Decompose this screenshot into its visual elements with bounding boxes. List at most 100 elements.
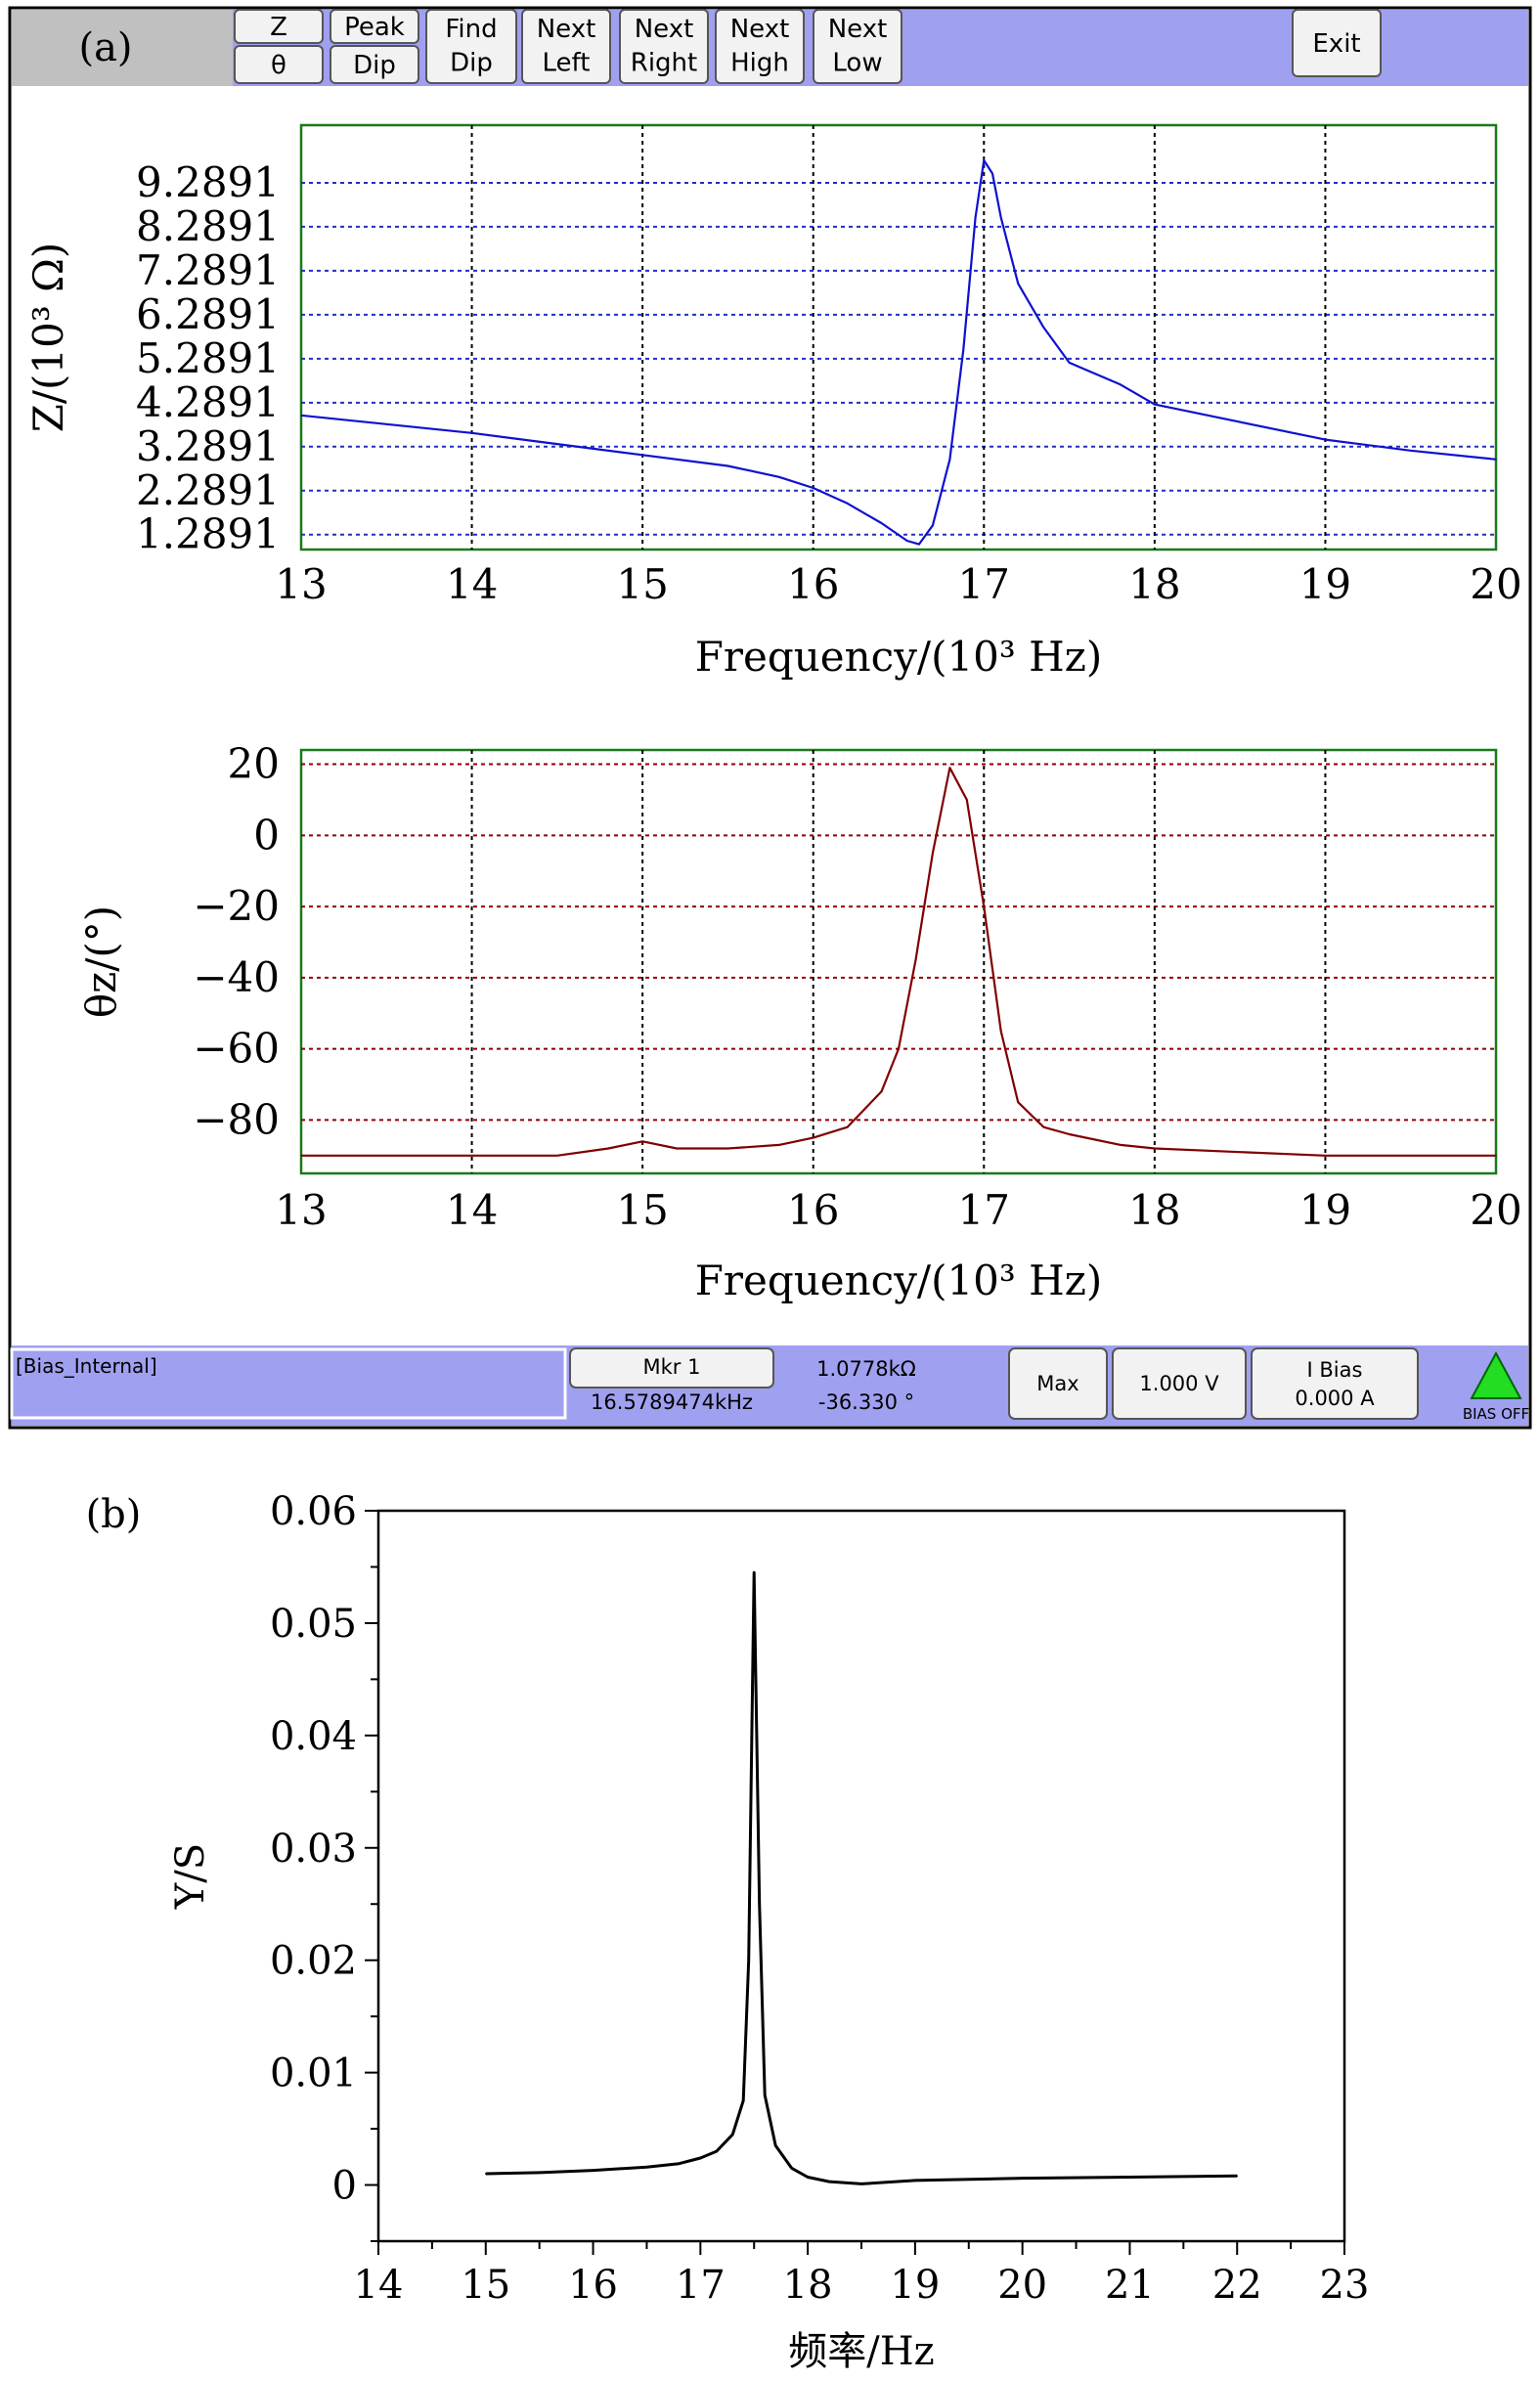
impedance-data-point xyxy=(1154,403,1156,406)
find-dip-button-label: Find xyxy=(445,15,497,44)
admittance-plot-area xyxy=(376,1509,1346,2243)
impedance-y-tick-label: 8.2891 xyxy=(136,202,280,250)
admittance-data-point xyxy=(678,2162,681,2165)
bias-off-label: BIAS OFF xyxy=(1463,1405,1529,1423)
phase-data-point xyxy=(385,1155,388,1157)
peak-button-face[interactable] xyxy=(330,9,419,44)
impedance-data-point xyxy=(880,522,883,524)
peak-button[interactable]: Peak xyxy=(330,9,419,44)
phase-y-tick-label: 20 xyxy=(228,740,280,788)
admittance-y-axis-label: Y/S xyxy=(168,1843,213,1910)
admittance-x-axis-label: 频率/Hz xyxy=(788,2329,934,2374)
impedance-data-point xyxy=(1042,327,1045,329)
admittance-x-tick-label: 19 xyxy=(890,2263,940,2308)
max-button[interactable] xyxy=(1008,1347,1108,1420)
dip-button[interactable]: Dip xyxy=(330,45,419,84)
marker-label: Mkr 1 xyxy=(643,1355,701,1379)
impedance-data-point xyxy=(726,464,729,467)
exit-button-face[interactable] xyxy=(1292,9,1382,77)
impedance-data-point xyxy=(991,172,993,175)
admittance-data-point xyxy=(807,2176,809,2179)
impedance-data-point xyxy=(1120,383,1122,386)
impedance-data-point xyxy=(948,459,951,461)
admittance-series-line xyxy=(485,1570,1238,2185)
admittance-data-point xyxy=(747,1959,750,1962)
impedance-data-point xyxy=(918,543,920,546)
impedance-y-tick-label: 6.2891 xyxy=(136,290,280,338)
next-low-button-label: Low xyxy=(832,48,882,77)
admittance-data-point xyxy=(1128,2176,1131,2179)
admittance-data-point xyxy=(731,2134,734,2136)
phase-x-tick-label: 20 xyxy=(1470,1186,1521,1234)
theta-button-face[interactable] xyxy=(234,45,324,84)
phase-y-tick-label: −80 xyxy=(193,1095,280,1143)
phase-chart: 13 14 15 16 17 18 19 20 20 0 −20 −40 −60 −80 Frequency… xyxy=(77,740,1522,1304)
admittance-data-point xyxy=(742,2099,745,2102)
panel-a-label: (a) xyxy=(78,25,132,70)
next-high-button[interactable]: Next High xyxy=(715,9,805,84)
phase-x-tick-label: 13 xyxy=(275,1186,327,1234)
next-left-button-face[interactable] xyxy=(521,9,611,84)
phase-x-tick-label: 18 xyxy=(1128,1186,1180,1234)
peak-button-label: Peak xyxy=(344,13,405,42)
impedance-data-point xyxy=(974,216,977,219)
phase-x-axis-label: Frequency/(10³ Hz) xyxy=(695,1257,1102,1304)
impedance-x-tick-label: 15 xyxy=(616,560,668,608)
next-right-button[interactable]: Next Right xyxy=(619,9,709,84)
impedance-data-point xyxy=(1324,438,1327,441)
admittance-x-tick-label: 20 xyxy=(997,2263,1047,2308)
phase-data-point xyxy=(880,1090,883,1093)
phase-plot-area xyxy=(299,748,1498,1175)
impedance-data-point xyxy=(385,423,388,425)
next-high-button-label: High xyxy=(730,48,789,77)
bias-button[interactable] xyxy=(1251,1347,1419,1420)
dip-button-face[interactable] xyxy=(330,45,419,84)
admittance-data-point xyxy=(716,2150,718,2152)
exit-button-label: Exit xyxy=(1312,29,1360,59)
z-button-face[interactable] xyxy=(234,9,324,44)
admittance-x-tick-label: 21 xyxy=(1105,2263,1155,2308)
impedance-data-point xyxy=(641,454,643,457)
next-left-button-label: Left xyxy=(543,48,591,77)
bias-field[interactable] xyxy=(10,1347,567,1420)
exit-button[interactable]: Exit xyxy=(1292,9,1382,77)
phase-data-point xyxy=(914,958,917,961)
voltage-button[interactable] xyxy=(1112,1347,1247,1420)
impedance-data-point xyxy=(1495,459,1497,461)
theta-button[interactable]: θ xyxy=(234,45,324,84)
admittance-data-point xyxy=(1021,2177,1024,2180)
marker-button[interactable] xyxy=(569,1347,774,1389)
impedance-plot-area xyxy=(299,123,1498,551)
next-left-button[interactable]: Next Left xyxy=(521,9,611,84)
z-button-label: Z xyxy=(270,13,287,42)
toolbar-buttons: Zθ Peak Dip Find Dip Next Left Next Right Next Hig… xyxy=(234,9,1382,84)
next-right-button-face[interactable] xyxy=(619,9,709,84)
admittance-data-point xyxy=(753,1571,756,1574)
dip-button-label: Dip xyxy=(353,51,396,80)
phase-x-tick-label: 16 xyxy=(787,1186,839,1234)
phase-data-point xyxy=(607,1147,610,1150)
phase-data-point xyxy=(983,905,986,907)
phase-data-point xyxy=(932,852,934,855)
phase-data-point xyxy=(898,1047,900,1050)
admittance-chart: 14 15 16 17 18 19 20 21 22 23 0 0.01 0.02 0.03 0.04 0.0… xyxy=(168,1489,1369,2374)
bias-triangle-icon[interactable] xyxy=(1470,1350,1522,1399)
phase-y-tick-label: −20 xyxy=(193,882,280,930)
next-high-button-face[interactable] xyxy=(715,9,805,84)
next-low-button-face[interactable] xyxy=(813,9,902,84)
find-dip-button-face[interactable] xyxy=(425,9,517,84)
impedance-x-tick-label: 17 xyxy=(958,560,1010,608)
next-low-button[interactable]: Next Low xyxy=(813,9,902,84)
phase-data-point xyxy=(778,1144,780,1146)
find-dip-button[interactable]: Find Dip xyxy=(425,9,517,84)
voltage-value: 1.000 V xyxy=(1139,1372,1219,1395)
max-label: Max xyxy=(1036,1372,1078,1395)
impedance-data-point xyxy=(300,415,302,417)
impedance-y-tick-label: 1.2891 xyxy=(136,510,280,558)
z-button[interactable]: Z xyxy=(234,9,324,44)
admittance-y-tick-label: 0.03 xyxy=(270,1827,357,1872)
phase-data-point xyxy=(676,1147,678,1150)
phase-data-point xyxy=(1154,1147,1156,1150)
admittance-data-point xyxy=(758,1903,761,1906)
impedance-data-point xyxy=(983,159,986,161)
